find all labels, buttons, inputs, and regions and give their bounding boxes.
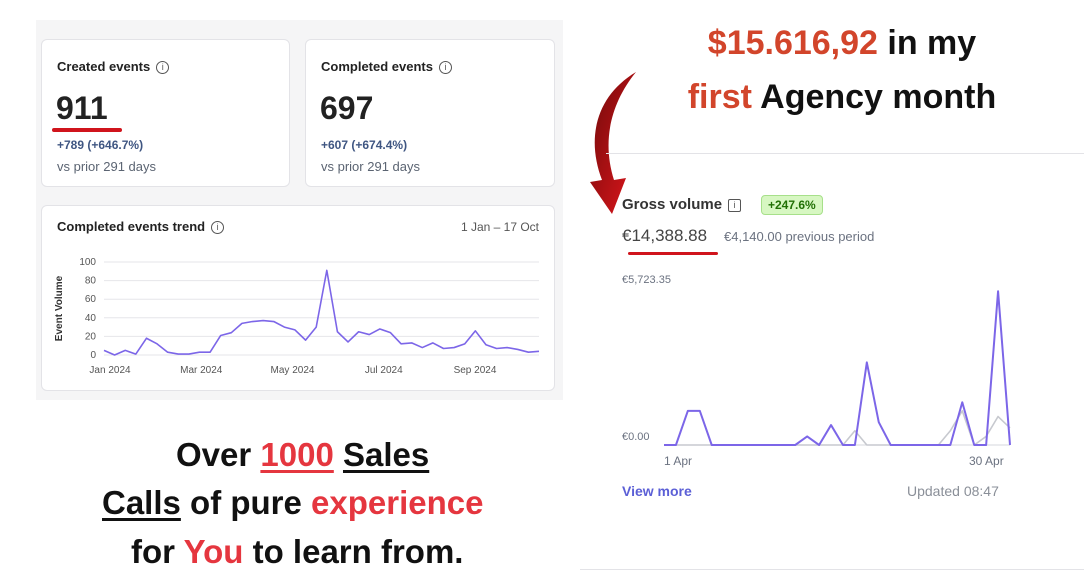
completed-events-delta: +607 (+674.4%) — [321, 138, 408, 152]
y-max-label: €5,723.35 — [622, 274, 671, 286]
completed-events-title: Completed events i — [321, 59, 452, 75]
created-events-prior: vs prior 291 days — [57, 159, 156, 174]
y-min-label: €0.00 — [622, 431, 650, 443]
y-tick-label: 20 — [85, 331, 97, 342]
gross-volume-value: €14,388.88 — [622, 226, 708, 245]
y-tick-label: 60 — [85, 294, 97, 305]
red-underline-mark — [628, 252, 718, 255]
bottom-line1: Over 1000 Sales — [176, 436, 430, 473]
info-icon[interactable]: i — [211, 221, 225, 235]
completed-events-prior: vs prior 291 days — [321, 159, 420, 174]
divider — [580, 569, 1084, 570]
created-events-title: Created events i — [57, 59, 170, 75]
gross-volume-chart — [664, 290, 1011, 446]
trend-chart: 100 80 60 40 20 0 Event Volume Jan 2024 Mar 2024… — [54, 257, 540, 376]
headline-line2: first Agency month — [687, 78, 997, 116]
view-more-link[interactable]: View more — [622, 483, 692, 499]
bottom-line3: for You to learn from. — [131, 533, 464, 570]
red-arrow-icon — [590, 72, 636, 214]
red-underline-mark — [52, 128, 122, 132]
gross-volume-title: Gross volume i — [622, 196, 742, 213]
trend-title: Completed events trend i — [57, 219, 225, 235]
y-axis-label: Event Volume — [54, 275, 65, 341]
completed-events-value: 697 — [320, 90, 374, 126]
headline-line1: $15.616,92 in my — [707, 24, 977, 62]
created-events-delta: +789 (+646.7%) — [57, 138, 144, 152]
x-tick-label: Jan 2024 — [89, 365, 131, 376]
x-end-label: 30 Apr — [969, 454, 1004, 468]
trend-card[interactable]: Completed events trend i 1 Jan – 17 Oct 1… — [41, 205, 555, 391]
divider — [606, 153, 1084, 154]
updated-label: Updated 08:47 — [907, 483, 999, 499]
current-series-line — [664, 290, 1011, 446]
info-icon[interactable]: i — [156, 61, 170, 75]
x-start-label: 1 Apr — [664, 454, 693, 468]
info-icon[interactable]: i — [728, 198, 742, 212]
y-tick-label: 40 — [85, 313, 97, 324]
x-tick-label: May 2024 — [271, 365, 315, 376]
bottom-line2: Calls of pure experience — [102, 484, 484, 521]
x-tick-label: Sep 2024 — [454, 365, 497, 376]
created-events-value: 911 — [56, 90, 108, 126]
previous-period: €4,140.00 previous period — [724, 229, 875, 244]
x-tick-label: Jul 2024 — [365, 365, 403, 376]
date-range[interactable]: 1 Jan – 17 Oct — [460, 220, 539, 234]
y-tick-label: 0 — [90, 350, 96, 361]
completed-events-card[interactable]: Completed events i 697 +607 (+674.4%) vs … — [305, 39, 555, 187]
y-tick-label: 100 — [79, 257, 96, 268]
growth-badge: +247.6% — [761, 195, 823, 215]
analytics-panel: Created events i 911 +789 (+646.7%) vs pr… — [36, 20, 563, 400]
series-line — [103, 269, 540, 356]
x-tick-label: Mar 2024 — [180, 365, 223, 376]
info-icon[interactable]: i — [438, 61, 452, 75]
created-events-card[interactable]: Created events i 911 +789 (+646.7%) vs pr… — [41, 39, 290, 187]
y-tick-label: 80 — [85, 276, 97, 287]
